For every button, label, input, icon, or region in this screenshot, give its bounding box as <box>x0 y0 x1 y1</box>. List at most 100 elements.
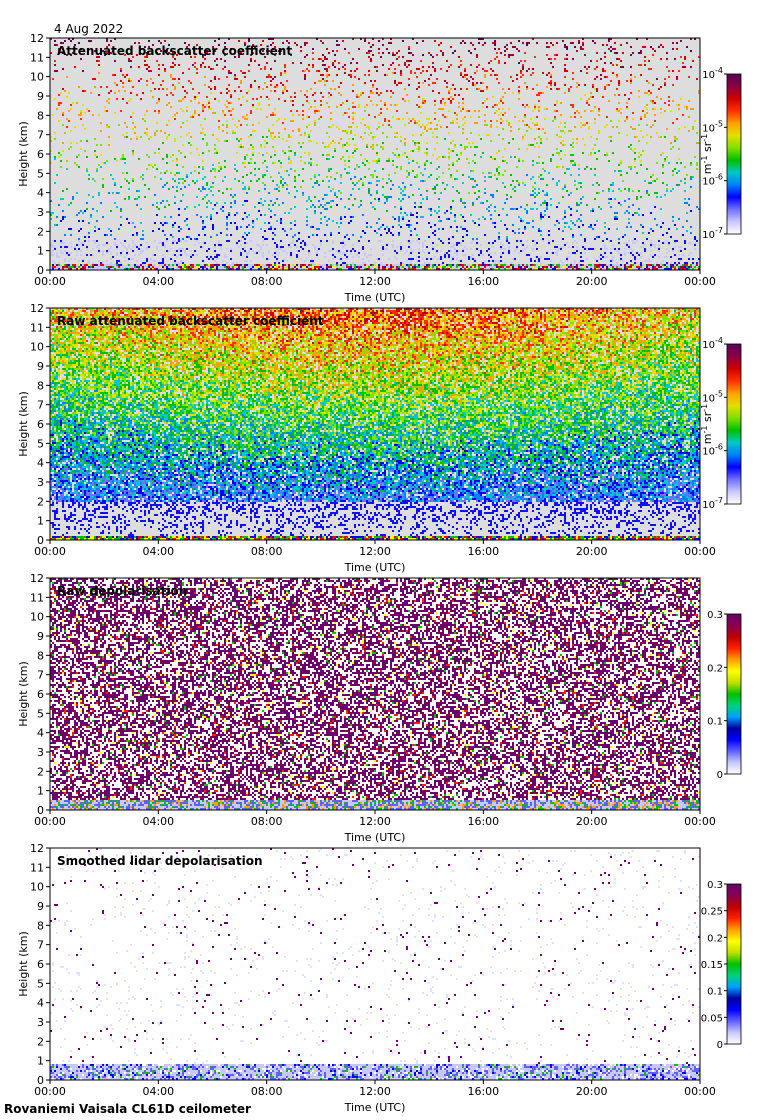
colorbar-tick-label: 10-4 <box>702 336 723 351</box>
y-tick-label: 11 <box>30 861 44 874</box>
y-tick-label: 7 <box>37 399 44 412</box>
x-axis-label: Time (UTC) <box>344 1101 406 1114</box>
x-tick-label: 08:00 <box>251 1085 283 1098</box>
x-tick-label: 00:00 <box>684 1085 716 1098</box>
x-tick-label: 16:00 <box>467 275 499 288</box>
y-tick-label: 1 <box>37 515 44 528</box>
y-tick-label: 6 <box>37 688 44 701</box>
x-tick-label: 20:00 <box>576 815 608 828</box>
x-tick-label: 16:00 <box>467 1085 499 1098</box>
y-tick-label: 11 <box>30 591 44 604</box>
y-tick-label: 10 <box>30 341 44 354</box>
y-axis-label: Height (km) <box>17 391 30 457</box>
y-axis-label: Height (km) <box>17 121 30 187</box>
x-axis-label: Time (UTC) <box>344 561 406 574</box>
x-tick-label: 00:00 <box>684 275 716 288</box>
colorbar-tick-label: 0.2 <box>707 933 723 944</box>
y-tick-label: 9 <box>37 630 44 643</box>
x-tick-label: 00:00 <box>684 815 716 828</box>
colorbar-tick-label: 0 <box>717 770 723 781</box>
x-tick-label: 12:00 <box>359 1085 391 1098</box>
y-tick-label: 9 <box>37 900 44 913</box>
x-tick-label: 04:00 <box>142 1085 174 1098</box>
y-tick-label: 2 <box>37 1035 44 1048</box>
y-tick-label: 6 <box>37 958 44 971</box>
x-tick-label: 00:00 <box>34 815 66 828</box>
y-tick-label: 5 <box>37 437 44 450</box>
y-tick-label: 10 <box>30 71 44 84</box>
y-tick-label: 1 <box>37 785 44 798</box>
colorbar <box>727 344 741 504</box>
y-tick-label: 4 <box>37 457 44 470</box>
x-tick-label: 08:00 <box>251 275 283 288</box>
y-tick-label: 11 <box>30 51 44 64</box>
y-tick-label: 6 <box>37 148 44 161</box>
x-tick-label: 00:00 <box>34 1085 66 1098</box>
x-tick-label: 12:00 <box>359 275 391 288</box>
y-tick-label: 1 <box>37 1055 44 1068</box>
panel-title: Attenuated backscatter coefficient <box>57 44 292 58</box>
colorbar-tick-label: 0.3 <box>707 610 723 621</box>
y-tick-label: 4 <box>37 187 44 200</box>
y-tick-label: 3 <box>37 476 44 489</box>
y-tick-label: 8 <box>37 919 44 932</box>
y-tick-label: 5 <box>37 167 44 180</box>
y-axis-label: Height (km) <box>17 931 30 997</box>
y-tick-label: 3 <box>37 206 44 219</box>
y-tick-label: 8 <box>37 649 44 662</box>
x-tick-label: 04:00 <box>142 275 174 288</box>
x-tick-label: 12:00 <box>359 815 391 828</box>
x-tick-label: 00:00 <box>684 545 716 558</box>
colorbar-tick-label: 0.1 <box>707 717 723 728</box>
y-tick-label: 9 <box>37 360 44 373</box>
colorbar-tick-label: 0.1 <box>707 987 723 998</box>
x-tick-label: 08:00 <box>251 545 283 558</box>
panel-title: Raw attenuated backscatter coefficient <box>57 314 324 328</box>
y-tick-label: 6 <box>37 418 44 431</box>
x-tick-label: 04:00 <box>142 815 174 828</box>
x-tick-label: 04:00 <box>142 545 174 558</box>
x-tick-label: 20:00 <box>576 1085 608 1098</box>
y-tick-label: 3 <box>37 1016 44 1029</box>
y-tick-label: 2 <box>37 765 44 778</box>
x-tick-label: 16:00 <box>467 815 499 828</box>
y-tick-label: 12 <box>30 572 44 585</box>
y-tick-label: 7 <box>37 129 44 142</box>
colorbar <box>727 614 741 774</box>
panel-title: Smoothed lidar depolarisation <box>57 854 263 868</box>
colorbar-tick-label: 0 <box>717 1040 723 1051</box>
x-tick-label: 20:00 <box>576 545 608 558</box>
y-axis-label: Height (km) <box>17 661 30 727</box>
y-tick-label: 7 <box>37 939 44 952</box>
y-tick-label: 4 <box>37 727 44 740</box>
y-tick-label: 2 <box>37 495 44 508</box>
x-tick-label: 00:00 <box>34 545 66 558</box>
y-tick-label: 5 <box>37 707 44 720</box>
y-tick-label: 8 <box>37 109 44 122</box>
date-label: 4 Aug 2022 <box>54 22 123 36</box>
footer-label: Rovaniemi Vaisala CL61D ceilometer <box>4 1102 251 1116</box>
colorbar-tick-label: 10-5 <box>702 119 723 134</box>
colorbar-unit: m-1 sr-1 <box>700 134 714 174</box>
colorbar <box>727 74 741 234</box>
colorbar-tick-label: 0.3 <box>707 880 723 891</box>
y-tick-label: 12 <box>30 32 44 45</box>
x-axis-label: Time (UTC) <box>344 291 406 304</box>
y-tick-label: 1 <box>37 245 44 258</box>
colorbar-unit: m-1 sr-1 <box>700 404 714 444</box>
y-tick-label: 3 <box>37 746 44 759</box>
y-tick-label: 5 <box>37 977 44 990</box>
colorbar <box>727 884 741 1044</box>
colorbar-tick-label: 0.25 <box>701 907 723 918</box>
y-tick-label: 4 <box>37 997 44 1010</box>
x-tick-label: 12:00 <box>359 545 391 558</box>
colorbar-tick-label: 10-7 <box>702 226 723 241</box>
x-tick-label: 08:00 <box>251 815 283 828</box>
colorbar-tick-label: 10-5 <box>702 389 723 404</box>
y-tick-label: 12 <box>30 842 44 855</box>
colorbar-tick-label: 0.15 <box>701 960 723 971</box>
